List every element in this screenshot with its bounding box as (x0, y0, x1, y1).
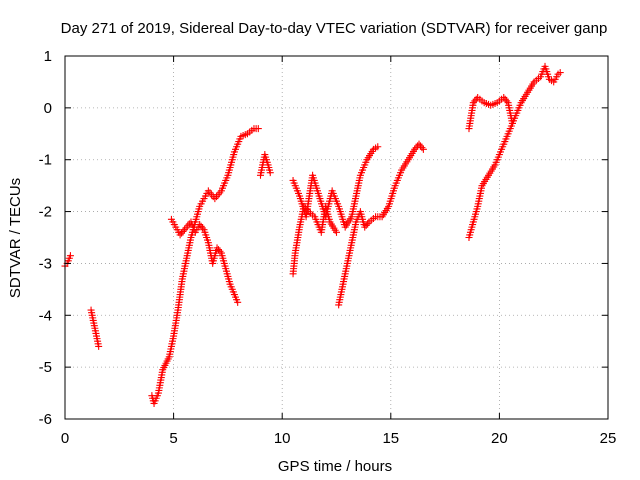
data-point (197, 222, 205, 230)
axis-ticks: 0 5 10 15 20 25 -6 -5 -4 -3 -2 -1 0 1 (39, 48, 617, 447)
data-point (469, 99, 477, 107)
chart-title: Day 271 of 2019, Sidereal Day-to-day VTE… (61, 20, 608, 37)
series-arc-9 (465, 93, 516, 133)
x-tick-label: 0 (61, 430, 69, 447)
x-tick-label: 5 (169, 430, 177, 447)
data-point (214, 246, 222, 254)
data-point (362, 221, 370, 229)
x-axis-label: GPS time / hours (278, 458, 392, 475)
y-tick-label: -6 (39, 411, 52, 428)
data-point (234, 298, 242, 306)
y-tick-label: -3 (39, 255, 52, 272)
y-tick-label: 1 (44, 48, 52, 65)
data-point (95, 342, 103, 350)
data-point (374, 143, 382, 151)
data-point (178, 229, 186, 237)
data-point (361, 223, 369, 231)
data-point (254, 125, 262, 133)
data-point (503, 97, 511, 105)
data-point (216, 247, 224, 255)
y-tick-label: -2 (39, 204, 52, 221)
data-point (364, 220, 372, 228)
data-point (213, 244, 221, 252)
data-point (500, 93, 508, 101)
data-series (61, 62, 564, 407)
y-tick-label: -1 (39, 152, 52, 169)
series-arc-7 (289, 143, 382, 231)
data-point (66, 252, 74, 260)
series-arc-5 (256, 151, 274, 179)
data-point (556, 69, 564, 77)
y-axis-label: SDTVAR / TECUs (7, 178, 24, 298)
y-tick-label: -4 (39, 307, 52, 324)
x-tick-label: 10 (274, 430, 291, 447)
y-tick-label: 0 (44, 100, 52, 117)
x-tick-label: 20 (491, 430, 508, 447)
y-tick-label: -5 (39, 359, 52, 376)
data-point (199, 224, 207, 232)
series-arc-4 (167, 215, 242, 306)
data-point (415, 140, 423, 148)
data-point (501, 95, 509, 103)
series-arc-10 (465, 62, 564, 241)
data-point (196, 221, 204, 229)
data-point (419, 145, 427, 153)
series-arc-2 (87, 306, 103, 350)
data-point (266, 169, 274, 177)
data-point (179, 227, 187, 235)
data-point (333, 228, 340, 236)
data-point (471, 97, 479, 105)
x-tick-label: 25 (600, 430, 617, 447)
data-point (176, 231, 184, 239)
data-point (416, 142, 424, 150)
data-point (411, 145, 419, 153)
plot-frame (64, 55, 609, 420)
series-arc-8 (335, 140, 427, 309)
data-point (418, 144, 426, 152)
series-arc-3 (148, 125, 262, 407)
x-tick-label: 15 (382, 430, 399, 447)
